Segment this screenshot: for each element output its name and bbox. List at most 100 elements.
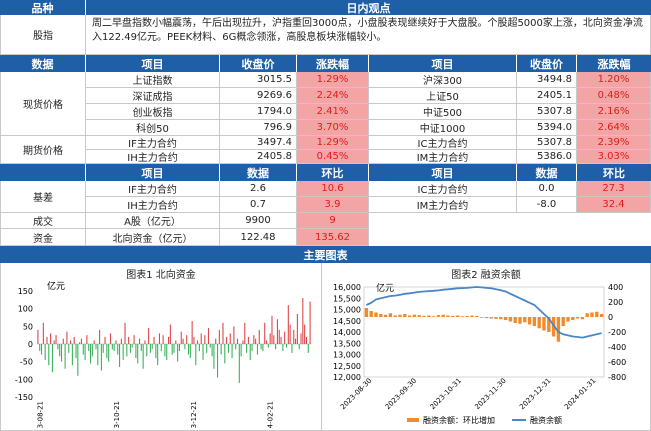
chart1-bar [117, 344, 119, 355]
chart2-bar [403, 314, 407, 317]
chart1-bar [264, 322, 266, 344]
chart1-panel: 图表1 北向资金 亿元 150 100 50 0 -50 -100 -150 2023-08-2… [0, 263, 322, 431]
chart1-bar [71, 344, 73, 366]
chart2-bar [374, 312, 378, 317]
chart2-bar [489, 317, 493, 319]
spot-item-left: 创业板指 [86, 104, 220, 120]
chart1-bar [189, 344, 191, 359]
chart2-bar [508, 317, 513, 322]
chart2-bar [446, 315, 450, 317]
chart1-bar [108, 344, 110, 362]
chart1-bar [209, 344, 211, 348]
chart2-legend-bar-swatch [407, 418, 419, 422]
spot-close-right: 3494.8 [517, 72, 577, 88]
chart2-legend-bar: 融资余额：环比增加 [423, 415, 495, 425]
chart1-bar [80, 338, 83, 344]
chart1-bar [157, 344, 159, 366]
chart1-bar [82, 344, 84, 355]
chart1-bar [89, 344, 92, 364]
chart2-bar [518, 317, 522, 324]
capital-item: 北向资金（亿元） [86, 229, 220, 246]
chart1-xtick: 2023-12-21 [190, 401, 198, 429]
chart1-bar [70, 340, 72, 344]
chart2-frame [363, 286, 605, 378]
chart1-bar [148, 328, 150, 344]
chart2-bar [412, 314, 417, 317]
chart1-bar [95, 344, 97, 350]
chart2-xtick: 2023-10-31 [429, 377, 463, 411]
basis-value-right: -8.0 [517, 197, 577, 213]
spot-close-left: 9269.6 [220, 88, 297, 104]
chart2-title: 图表2 融资余额 [451, 270, 521, 281]
chart2-bar [427, 315, 431, 317]
chart1-title: 图表1 北向资金 [126, 270, 196, 281]
chart2-bar [580, 317, 585, 320]
chart1-bar [246, 344, 248, 353]
chart1-ytick: -100 [15, 375, 33, 384]
chart1-bar [187, 344, 190, 355]
chart1-bar [178, 344, 180, 352]
header-col2: 日内观点 [86, 0, 651, 15]
chart1-bar [229, 333, 231, 344]
chart1-bar [218, 329, 220, 344]
chart2-bar [431, 316, 436, 317]
chart1-bar [73, 336, 75, 344]
chart1-bar [255, 338, 257, 344]
section1-h-close2: 收盘价 [517, 55, 577, 72]
chart1-bar [111, 344, 113, 350]
chart1-bar [37, 329, 39, 344]
chart1-bar [53, 340, 55, 344]
section1-h-chg: 涨跌幅 [297, 55, 369, 72]
chart2-bar [393, 315, 397, 317]
basis-item-right: IC主力合约 [369, 181, 517, 197]
futures-chg-left: 0.45% [297, 150, 369, 164]
chart2-bar [479, 317, 484, 318]
chart1-bar [224, 344, 226, 364]
chart1-bar [193, 336, 195, 344]
futures-item-left: IF主力合约 [86, 136, 220, 150]
chart1-bar [307, 344, 309, 353]
chart1-bar [42, 322, 44, 344]
spot-item-right: 中证500 [369, 104, 517, 120]
chart1-bar [119, 344, 121, 367]
chart1-bar [84, 344, 86, 360]
chart1-bar [88, 344, 90, 352]
section1-h-close: 收盘价 [220, 55, 297, 72]
spot-item-right: 中证1000 [369, 120, 517, 136]
chart1-bar [278, 329, 280, 344]
chart2-bar [575, 317, 580, 319]
chart1-bar [276, 319, 278, 344]
chart2-xtick: 2024-01-31 [563, 377, 597, 411]
chart1-bar [300, 333, 302, 344]
chart2-bar [470, 315, 474, 317]
chart1-bar [59, 344, 61, 357]
capital-label: 资金 [0, 229, 86, 246]
chart2-bar [499, 317, 503, 320]
section2-h-ring: 环比 [297, 164, 369, 181]
chart2-bar [503, 317, 508, 320]
chart1-bar [99, 329, 101, 344]
chart2-bar [599, 314, 604, 317]
chart1-bar [258, 329, 260, 344]
chart1-bar [93, 340, 95, 344]
chart1-bar [162, 335, 164, 344]
chart1-bar [197, 340, 199, 344]
chart1-ytick: 150 [18, 287, 33, 296]
chart1-bar [186, 335, 188, 344]
chart1-bar [138, 338, 141, 344]
chart2-ytick-left: 13,500 [333, 339, 361, 348]
chart1-bar [215, 338, 217, 344]
chart1-bar [296, 313, 298, 344]
chart1-bar [211, 344, 213, 357]
chart2-ytick-right: -400 [608, 343, 626, 352]
chart2-ylabel: 亿元 [376, 282, 394, 294]
chart1-ytick: -50 [20, 358, 33, 367]
chart1-bar [226, 336, 228, 344]
spot-close-right: 2405.1 [517, 88, 577, 104]
chart1-bar [191, 321, 193, 344]
chart1-bar [133, 335, 135, 344]
spot-item-right: 沪深300 [369, 72, 517, 88]
chart1-bar [285, 344, 288, 348]
chart2-ytick-right: 0 [608, 313, 613, 322]
spot-price-label: 现货价格 [0, 72, 86, 136]
